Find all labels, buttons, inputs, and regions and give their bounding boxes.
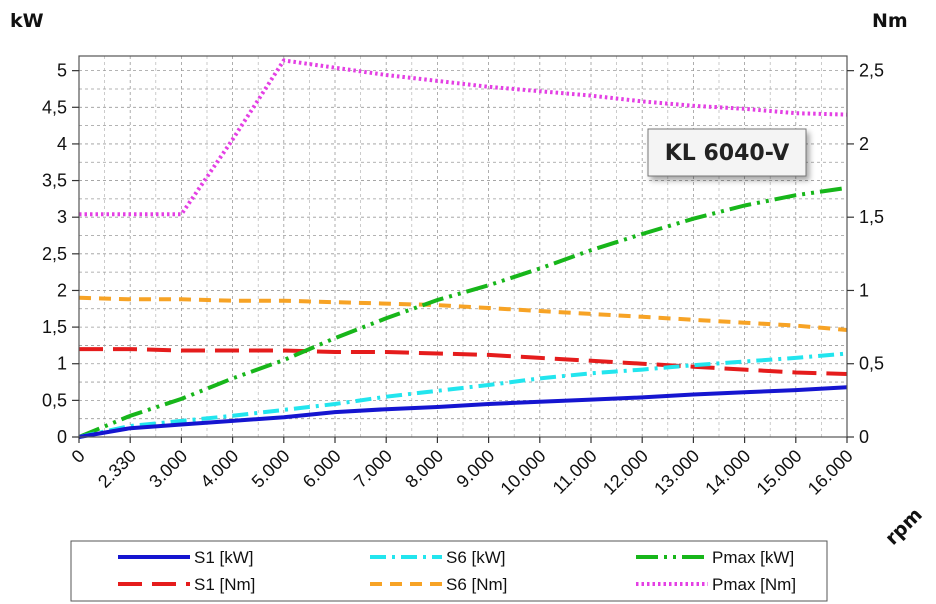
axes xyxy=(72,70,854,443)
series-line xyxy=(78,295,848,332)
right-tick-label: 1,5 xyxy=(859,207,884,227)
x-axis-unit: rpm xyxy=(881,504,927,550)
x-tick-label: 7.000 xyxy=(350,446,396,492)
legend-label: S1 [Nm] xyxy=(194,575,255,594)
x-tick-label: 0 xyxy=(68,446,89,467)
right-tick-label: 2 xyxy=(859,134,869,154)
right-axis-unit: Nm xyxy=(872,10,908,32)
legend-box xyxy=(70,540,828,602)
plot-frame xyxy=(78,55,848,438)
x-tick-label: 13.000 xyxy=(650,446,703,499)
left-tick-label: 3,5 xyxy=(42,171,67,191)
plot-background xyxy=(79,56,847,437)
x-tick-label: 14.000 xyxy=(701,446,754,499)
series-line xyxy=(79,347,848,376)
x-tick-label: 10.000 xyxy=(497,446,550,499)
x-tick-label: 11.000 xyxy=(549,446,601,498)
left-tick-label: 4 xyxy=(57,134,67,154)
legend: S1 [kW] S6 [kW] Pmax [kW] S1 [Nm] S6 [Nm] Pma… xyxy=(70,540,828,602)
x-tick-label: 9.000 xyxy=(452,446,498,492)
x-tick-label: 12.000 xyxy=(599,446,652,499)
series-line xyxy=(78,385,848,439)
right-tick-label: 0,5 xyxy=(859,354,884,374)
left-tick-label: 0 xyxy=(57,427,67,447)
legend-label: S6 [Nm] xyxy=(446,575,507,594)
right-tick-label: 1 xyxy=(859,280,869,300)
left-tick-label: 2,5 xyxy=(42,244,67,264)
left-axis-unit: kW xyxy=(10,10,44,32)
legend-label: Pmax [kW] xyxy=(712,548,794,567)
left-tick-label: 1 xyxy=(57,354,67,374)
series-lines xyxy=(78,58,848,439)
left-tick-label: 2 xyxy=(57,280,67,300)
left-tick-label: 1,5 xyxy=(42,317,67,337)
grid-lines xyxy=(79,56,847,437)
left-tick-label: 4,5 xyxy=(42,97,67,117)
x-tick-label: 6.000 xyxy=(299,446,345,492)
legend-label: Pmax [Nm] xyxy=(712,575,796,594)
x-tick-label: 5.000 xyxy=(248,446,294,492)
left-tick-label: 0,5 xyxy=(42,390,67,410)
x-tick-label: 2.330 xyxy=(94,446,140,492)
legend-label: S1 [kW] xyxy=(194,548,254,567)
right-tick-label: 2,5 xyxy=(859,61,884,81)
left-tick-label: 3 xyxy=(57,207,67,227)
series-line xyxy=(79,58,848,217)
x-tick-label: 4.000 xyxy=(196,446,242,492)
x-tick-label: 3.000 xyxy=(145,446,191,492)
series-line xyxy=(78,351,848,439)
model-label: KL 6040-V xyxy=(665,141,790,166)
x-tick-label: 15.000 xyxy=(753,446,806,499)
left-tick-label: 5 xyxy=(57,61,67,81)
x-tick-label: 8.000 xyxy=(401,446,447,492)
x-tick-label: 16.000 xyxy=(804,446,857,499)
legend-label: S6 [kW] xyxy=(446,548,506,567)
right-tick-label: 0 xyxy=(859,427,869,447)
model-label-box: KL 6040-V xyxy=(647,128,807,177)
